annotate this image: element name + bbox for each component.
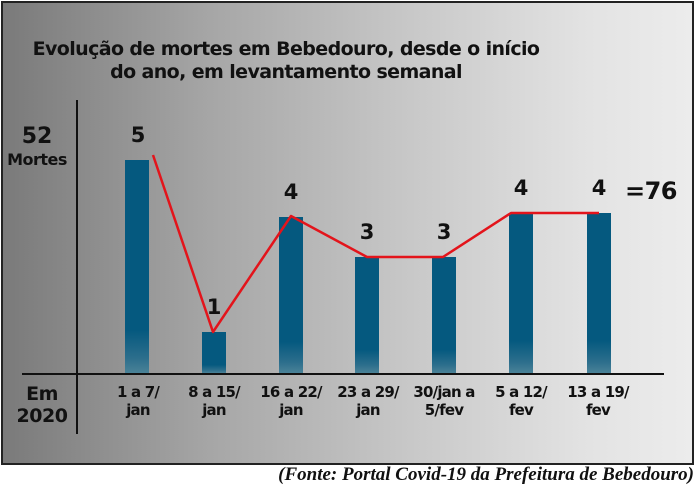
bar-3: [279, 217, 303, 373]
chart-frame: [1, 1, 694, 465]
x-label-2-line2: jan: [202, 401, 226, 419]
x-label-6-line1: 5 a 12/: [495, 383, 548, 401]
bar-1: [125, 160, 149, 373]
bar-value-5: 3: [436, 220, 452, 244]
x-label-4: 23 a 29/ jan: [330, 383, 406, 419]
bar-6: [509, 213, 533, 373]
bar-value-7: 4: [591, 176, 607, 200]
x-label-5-line2: 5/fev: [424, 401, 464, 419]
y-axis-count: 52: [21, 124, 53, 149]
bar-value-6: 4: [513, 176, 529, 200]
bar-value-4: 3: [359, 220, 375, 244]
bar-4: [355, 257, 379, 373]
y-axis-line: [76, 100, 78, 434]
x-label-7-line2: fev: [585, 401, 611, 419]
x-label-3-line2: jan: [279, 401, 303, 419]
total-label: =76: [625, 177, 678, 205]
x-label-5: 30/jan a 5/fev: [406, 383, 482, 419]
x-label-3: 16 a 22/ jan: [253, 383, 329, 419]
x-axis-line: [22, 373, 664, 375]
x-label-1-line1: 1 a 7/: [116, 383, 160, 401]
x-label-7: 13 a 19/ fev: [560, 383, 636, 419]
x-label-2-line1: 8 a 15/: [188, 383, 241, 401]
x-label-6-line2: fev: [508, 401, 534, 419]
source-credit: (Fonte: Portal Covid-19 da Prefeitura de…: [278, 464, 694, 485]
bar-value-1: 5: [130, 123, 146, 147]
x-label-6: 5 a 12/ fev: [483, 383, 559, 419]
bar-value-2: 1: [206, 295, 222, 319]
bar-7: [587, 213, 611, 373]
x-label-5-line1: 30/jan a: [413, 383, 475, 401]
x-label-3-line1: 16 a 22/: [260, 383, 322, 401]
x-label-4-line2: jan: [356, 401, 380, 419]
x-label-1: 1 a 7/ jan: [100, 383, 176, 419]
x-label-1-line2: jan: [126, 401, 150, 419]
y-axis-unit: Mortes: [7, 150, 67, 169]
bar-2: [202, 332, 226, 373]
chart-title: Evolução de mortes em Bebedouro, desde o…: [32, 38, 540, 83]
x-label-2: 8 a 15/ jan: [176, 383, 252, 419]
x-axis-header: Em 2020: [16, 383, 68, 427]
x-label-4-line1: 23 a 29/: [337, 383, 399, 401]
bar-5: [432, 257, 456, 373]
x-label-7-line1: 13 a 19/: [567, 383, 629, 401]
y-axis-label: 52 Mortes: [0, 124, 74, 170]
bar-value-3: 4: [283, 180, 299, 204]
